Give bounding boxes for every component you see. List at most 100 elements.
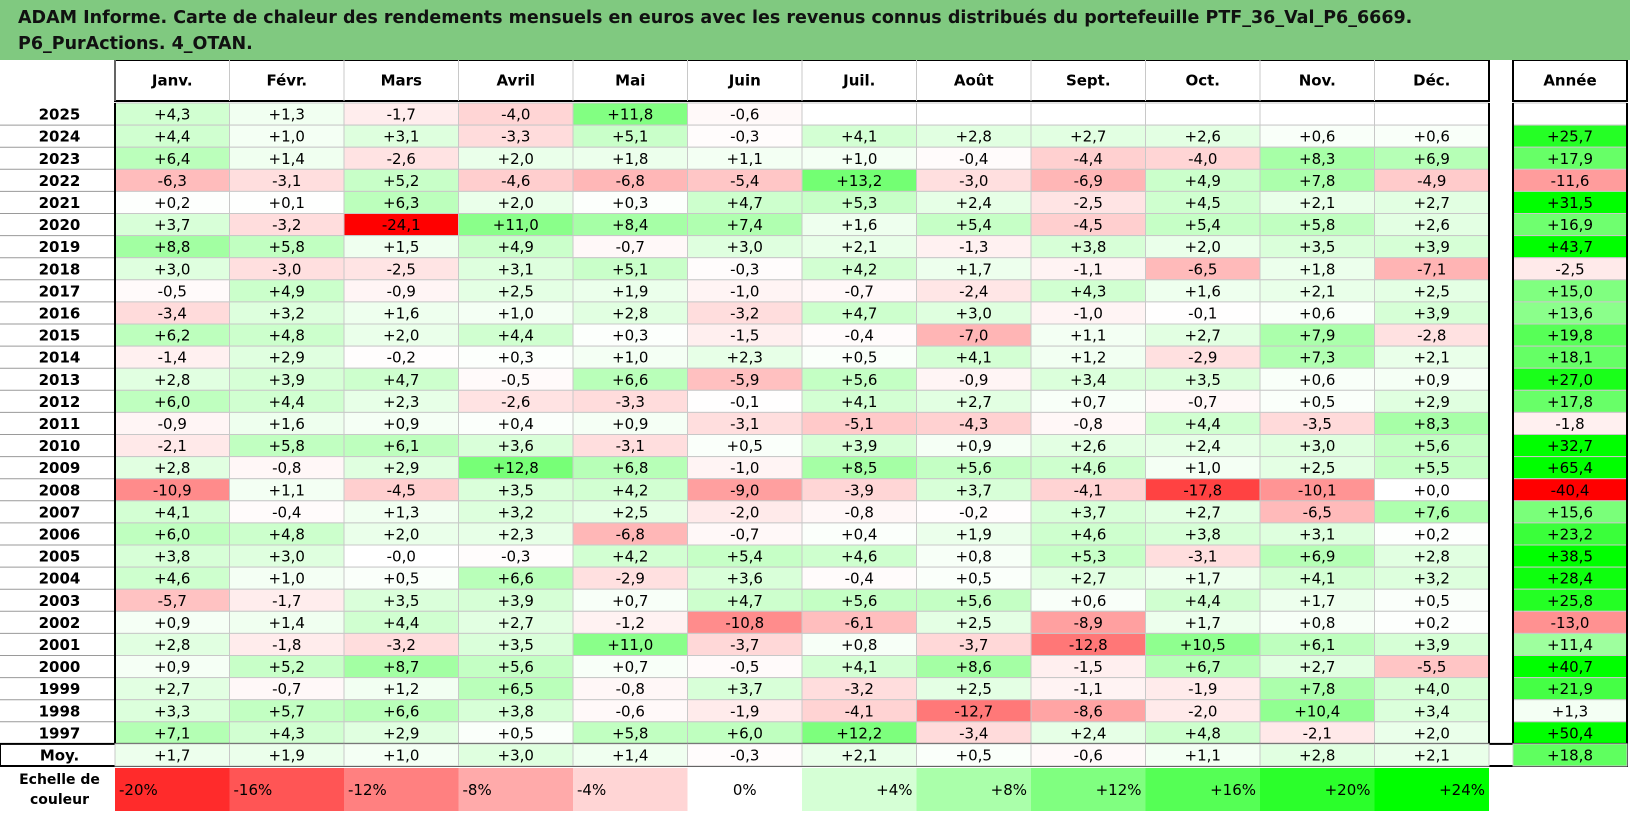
value-2000-10: +6,7	[1185, 658, 1221, 676]
value-2015-5: +0,3	[612, 327, 648, 345]
value-2014-11: +7,3	[1299, 349, 1335, 367]
value-2016-1: -3,4	[158, 304, 187, 322]
header-5: Mai	[615, 72, 645, 90]
value-2005-3: -0,0	[387, 548, 416, 566]
scale-swatch-5	[573, 768, 688, 811]
value-2002-12: +0,2	[1414, 614, 1450, 632]
value-2008-2: +1,1	[269, 481, 305, 499]
scale-label-2: -16%	[234, 781, 273, 799]
value-2015-9: +1,1	[1070, 327, 1106, 345]
value-2008-12: +0,0	[1414, 481, 1450, 499]
value-1998-1: +3,3	[154, 702, 190, 720]
annual-value-2023: +17,9	[1547, 150, 1593, 168]
annual-value-2018: -2,5	[1555, 260, 1584, 278]
value-2019-3: +1,5	[383, 238, 419, 256]
value-2021-2: +0,1	[269, 194, 305, 212]
value-2007-12: +7,6	[1414, 503, 1450, 521]
header-3: Mars	[381, 72, 422, 90]
header-11: Nov.	[1299, 72, 1336, 90]
value-2018-11: +1,8	[1299, 260, 1335, 278]
annual-value-1999: +21,9	[1547, 680, 1593, 698]
cell-2025-12	[1374, 102, 1490, 126]
annual-value-2001: +11,4	[1547, 636, 1593, 654]
value-2001-7: +0,8	[841, 636, 877, 654]
scale-swatch-6	[687, 768, 802, 811]
value-2016-7: +4,7	[841, 304, 877, 322]
value-2022-11: +7,8	[1299, 172, 1335, 190]
value-1997-2: +4,3	[269, 724, 305, 742]
value-2020-3: -24,1	[382, 216, 421, 234]
value-1999-1: +2,7	[154, 680, 190, 698]
value-2009-3: +2,9	[383, 459, 419, 477]
value-2000-7: +4,1	[841, 658, 877, 676]
scale-label-1: -20%	[119, 781, 158, 799]
value-1999-10: -1,9	[1188, 680, 1217, 698]
value-2017-7: -0,7	[845, 282, 874, 300]
value-2013-9: +3,4	[1070, 371, 1106, 389]
value-2005-5: +4,2	[612, 548, 648, 566]
scale-label-6: 0%	[733, 781, 757, 799]
value-2001-6: -3,7	[730, 636, 759, 654]
value-2003-3: +3,5	[383, 592, 419, 610]
scale-label-8: +8%	[991, 781, 1027, 799]
value-2017-4: +2,5	[498, 282, 534, 300]
value-1997-6: +6,0	[727, 724, 763, 742]
value-1999-6: +3,7	[727, 680, 763, 698]
header-7: Juil.	[842, 72, 875, 90]
value-2016-12: +3,9	[1414, 304, 1450, 322]
value-2013-12: +0,9	[1414, 371, 1450, 389]
average-value-3: +1,0	[383, 746, 419, 764]
value-1998-8: -12,7	[954, 702, 993, 720]
value-2001-3: -3,2	[387, 636, 416, 654]
value-2000-2: +5,2	[269, 658, 305, 676]
value-2010-7: +3,9	[841, 437, 877, 455]
value-2005-4: -0,3	[501, 548, 530, 566]
scale-swatch-8	[916, 768, 1031, 811]
value-2025-1: +4,3	[154, 106, 190, 124]
value-1999-2: -0,7	[272, 680, 301, 698]
value-2024-9: +2,7	[1070, 128, 1106, 146]
value-2006-9: +4,6	[1070, 525, 1106, 543]
value-2013-1: +2,8	[154, 371, 190, 389]
value-2007-6: -2,0	[730, 503, 759, 521]
value-2018-8: +1,7	[956, 260, 992, 278]
value-2013-2: +3,9	[269, 371, 305, 389]
value-1998-2: +5,7	[269, 702, 305, 720]
value-2005-6: +5,4	[727, 548, 763, 566]
year-label-2015: 2015	[39, 327, 81, 345]
annual-value-2014: +18,1	[1547, 349, 1593, 367]
annual-value-2019: +43,7	[1547, 238, 1593, 256]
value-2018-7: +4,2	[841, 260, 877, 278]
value-2018-4: +3,1	[498, 260, 534, 278]
value-2009-8: +5,6	[956, 459, 992, 477]
average-value-9: -0,6	[1074, 746, 1103, 764]
value-2017-10: +1,6	[1185, 282, 1221, 300]
value-2010-5: -3,1	[616, 437, 645, 455]
value-2003-4: +3,9	[498, 592, 534, 610]
value-2016-4: +1,0	[498, 304, 534, 322]
value-2000-9: -1,5	[1074, 658, 1103, 676]
value-1999-5: -0,8	[616, 680, 645, 698]
value-2014-3: -0,2	[387, 349, 416, 367]
report-title-line-1: ADAM Informe. Carte de chaleur des rende…	[18, 8, 1413, 28]
value-2008-3: -4,5	[387, 481, 416, 499]
value-2002-1: +0,9	[154, 614, 190, 632]
value-2015-10: +2,7	[1185, 327, 1221, 345]
value-2008-1: -10,9	[153, 481, 192, 499]
value-2013-7: +5,6	[841, 371, 877, 389]
value-2009-2: -0,8	[272, 459, 301, 477]
value-2017-1: -0,5	[158, 282, 187, 300]
value-2012-2: +4,4	[269, 393, 305, 411]
value-2007-7: -0,8	[845, 503, 874, 521]
year-label-1997: 1997	[39, 724, 81, 742]
value-2011-3: +0,9	[383, 415, 419, 433]
year-label-2004: 2004	[39, 570, 81, 588]
value-2006-4: +2,3	[498, 525, 534, 543]
value-2003-9: +0,6	[1070, 592, 1106, 610]
value-2003-12: +0,5	[1414, 592, 1450, 610]
scale-swatch-2	[229, 768, 344, 811]
scale-swatch-1	[115, 768, 230, 811]
value-1998-6: -1,9	[730, 702, 759, 720]
value-2018-5: +5,1	[612, 260, 648, 278]
value-2004-4: +6,6	[498, 570, 534, 588]
